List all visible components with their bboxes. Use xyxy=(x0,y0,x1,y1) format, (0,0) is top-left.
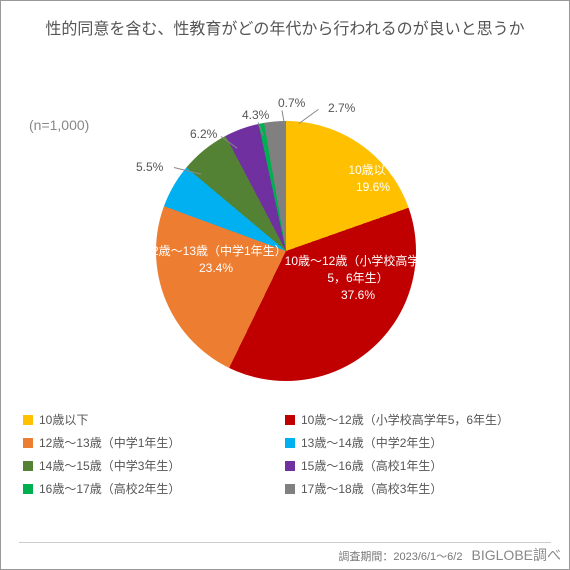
legend-label-5: 15歳〜16歳（高校1年生） xyxy=(301,457,442,474)
ext-label-3: 5.5% xyxy=(136,160,163,174)
legend-label-0: 10歳以下 xyxy=(39,411,88,428)
legend-label-3: 13歳〜14歳（中学2年生） xyxy=(301,434,442,451)
sample-size-label: (n=1,000) xyxy=(29,117,89,133)
legend-item-5: 15歳〜16歳（高校1年生） xyxy=(285,457,547,474)
legend-label-6: 16歳〜17歳（高校2年生） xyxy=(39,480,180,497)
legend-swatch-6 xyxy=(23,484,33,494)
legend-label-7: 17歳〜18歳（高校3年生） xyxy=(301,480,442,497)
legend-item-2: 12歳〜13歳（中学1年生） xyxy=(23,434,285,451)
footer: 調査期間：2023/6/1〜6/2 BIGLOBE調べ xyxy=(338,545,561,565)
legend-label-4: 14歳〜15歳（中学3年生） xyxy=(39,457,180,474)
chart-container: 性的同意を含む、性教育がどの年代から行われるのが良いと思うか (n=1,000)… xyxy=(0,0,570,570)
leader-7 xyxy=(299,109,319,124)
legend-swatch-1 xyxy=(285,415,295,425)
legend-label-2: 12歳〜13歳（中学1年生） xyxy=(39,434,180,451)
legend-swatch-4 xyxy=(23,461,33,471)
divider-line xyxy=(19,542,551,543)
survey-period: 調査期間：2023/6/1〜6/2 xyxy=(338,551,462,563)
legend-item-4: 14歳〜15歳（中学3年生） xyxy=(23,457,285,474)
ext-label-7: 2.7% xyxy=(328,101,355,115)
legend-label-1: 10歳〜12歳（小学校高学年5，6年生） xyxy=(301,411,509,428)
legend-swatch-0 xyxy=(23,415,33,425)
legend-item-6: 16歳〜17歳（高校2年生） xyxy=(23,480,285,497)
chart-title: 性的同意を含む、性教育がどの年代から行われるのが良いと思うか xyxy=(1,1,569,43)
legend-swatch-5 xyxy=(285,461,295,471)
brand-label: BIGLOBE調べ xyxy=(472,547,561,563)
legend-item-7: 17歳〜18歳（高校3年生） xyxy=(285,480,547,497)
legend: 10歳以下 10歳〜12歳（小学校高学年5，6年生） 12歳〜13歳（中学1年生） 1… xyxy=(23,411,547,497)
ext-label-6: 0.7% xyxy=(278,96,305,110)
pie-chart: 10歳以下19.6% 10歳〜12歳（小学校高学年5，6年生）37.6% 12歳… xyxy=(118,63,454,399)
legend-item-1: 10歳〜12歳（小学校高学年5，6年生） xyxy=(285,411,547,428)
ext-label-4: 6.2% xyxy=(190,127,217,141)
legend-item-3: 13歳〜14歳（中学2年生） xyxy=(285,434,547,451)
legend-swatch-7 xyxy=(285,484,295,494)
legend-item-0: 10歳以下 xyxy=(23,411,285,428)
legend-swatch-3 xyxy=(285,438,295,448)
pie-area xyxy=(156,121,416,381)
ext-label-5: 4.3% xyxy=(242,108,269,122)
legend-swatch-2 xyxy=(23,438,33,448)
